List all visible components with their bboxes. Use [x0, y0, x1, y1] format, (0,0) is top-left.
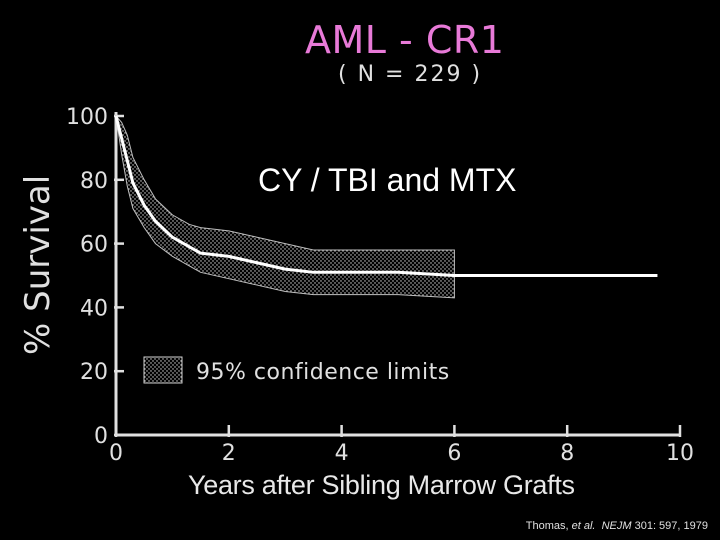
y-tick-label: 80: [80, 169, 108, 194]
x-tick-label: 0: [109, 441, 123, 466]
chart-title: AML - CR1: [305, 18, 505, 62]
y-axis-label: % Survival: [18, 174, 58, 355]
x-tick-label: 10: [666, 441, 694, 466]
x-axis-label: Years after Sibling Marrow Grafts: [188, 470, 575, 500]
survival-curve: [114, 115, 658, 277]
citation: Thomas, et al. NEJM 301: 597, 1979: [526, 520, 708, 532]
x-tick-label: 2: [222, 441, 236, 466]
axes: 0 20 40 60 80 100 0 2 4 6 8 10: [66, 105, 694, 466]
y-tick-label: 60: [80, 233, 108, 258]
x-tick-label: 4: [335, 441, 349, 466]
legend-label: 95% confidence limits: [196, 360, 450, 385]
citation-authors: Thomas,: [525, 520, 569, 532]
citation-etal: et al.: [571, 520, 596, 532]
y-tick-label: 40: [80, 296, 108, 321]
x-tick-label: 6: [447, 441, 461, 466]
x-tick-label: 8: [560, 441, 574, 466]
y-tick-label: 20: [80, 360, 108, 385]
y-tick-label: 100: [66, 105, 108, 130]
legend-swatch: [143, 356, 183, 384]
y-tick-label: 0: [94, 424, 108, 449]
chart-annotation: CY / TBI and MTX: [258, 162, 517, 198]
curves: [114, 115, 658, 277]
citation-ref: 301: 597, 1979: [634, 520, 708, 532]
citation-journal: NEJM: [601, 520, 632, 532]
chart-subtitle: ( N = 229 ): [338, 62, 483, 87]
